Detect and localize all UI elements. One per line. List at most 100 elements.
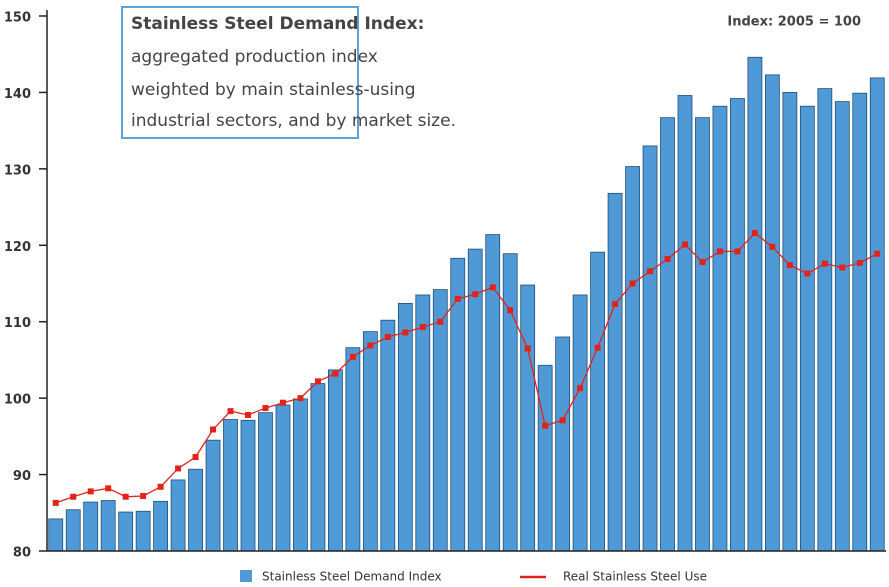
bar (223, 419, 238, 552)
line-marker (874, 250, 881, 257)
line-marker (419, 324, 426, 331)
line-marker (210, 426, 217, 433)
bar (869, 77, 885, 552)
bar (642, 145, 658, 552)
line-marker (594, 344, 601, 351)
y-tick-label: 90 (13, 469, 31, 484)
line-marker (542, 422, 549, 429)
annotation-line: industrial sectors, and by market size. (131, 111, 456, 131)
bar (415, 294, 431, 552)
bar (502, 253, 518, 552)
line-marker (804, 270, 811, 277)
line-marker (349, 353, 356, 360)
line-marker (507, 307, 514, 314)
line-marker (402, 329, 409, 336)
bar (852, 92, 868, 552)
bar (100, 500, 116, 552)
line-marker (105, 485, 112, 492)
line-marker (192, 453, 199, 460)
bar (328, 369, 343, 552)
line-marker (699, 259, 706, 266)
y-tick-label: 120 (4, 240, 31, 255)
line-marker (664, 256, 671, 263)
bar (450, 257, 466, 552)
line-marker (734, 248, 741, 255)
bar (747, 56, 763, 552)
line-marker (629, 280, 636, 287)
line-marker (821, 260, 828, 267)
bar (310, 383, 326, 552)
line-marker (87, 488, 94, 495)
bar (590, 251, 605, 552)
line-marker (122, 493, 129, 500)
line-marker (157, 483, 164, 490)
bar (380, 319, 396, 552)
y-tick-label: 80 (13, 546, 31, 561)
line-marker (384, 334, 391, 340)
y-tick-label: 110 (4, 316, 31, 331)
line-marker (332, 370, 339, 377)
bar (153, 500, 169, 552)
annotation-line: weighted by main stainless-using (131, 80, 416, 100)
bar (397, 302, 413, 552)
bar (48, 518, 64, 552)
line-marker (52, 499, 59, 506)
bar (432, 289, 448, 552)
bar (764, 74, 780, 552)
bar (782, 92, 798, 552)
bar (65, 509, 81, 552)
bar (170, 479, 186, 552)
line-marker (647, 268, 654, 275)
line-marker (367, 342, 374, 349)
legend-swatch (240, 570, 252, 582)
line-marker (70, 493, 77, 500)
bar (345, 347, 361, 552)
bar (572, 294, 588, 552)
bar (730, 98, 745, 552)
line-marker (175, 465, 182, 472)
line-marker (262, 405, 269, 412)
annotation-line: aggregated production index (131, 47, 378, 67)
y-tick-label: 130 (4, 163, 31, 178)
bar (275, 404, 291, 552)
line-marker (786, 262, 793, 269)
bar (555, 336, 571, 552)
bar (188, 468, 203, 552)
bar (520, 284, 536, 552)
annotation-title: Stainless Steel Demand Index: (131, 14, 424, 34)
bar (625, 166, 640, 552)
bar (712, 105, 728, 552)
line-marker (681, 241, 688, 248)
bar (537, 364, 553, 552)
bar (118, 511, 134, 552)
bar (677, 95, 693, 552)
index-note: Index: 2005 = 100 (727, 15, 861, 30)
line-marker (472, 291, 479, 298)
line-marker (227, 408, 234, 415)
annotation-box (121, 6, 359, 139)
bar (660, 117, 675, 552)
line-marker (437, 318, 444, 325)
bar (799, 105, 815, 552)
y-tick-label: 100 (4, 393, 31, 408)
line-marker (140, 492, 147, 499)
legend-label: Real Stainless Steel Use (563, 570, 707, 584)
line-marker (577, 385, 584, 392)
line-marker (297, 395, 304, 402)
line-marker (314, 378, 321, 385)
line-marker (751, 230, 758, 237)
line-marker (612, 301, 619, 308)
bar (695, 117, 710, 552)
line-marker (454, 295, 461, 302)
bar (817, 88, 833, 552)
bar (485, 234, 501, 552)
bar (205, 439, 221, 552)
bar (834, 101, 850, 552)
line-marker (245, 411, 252, 418)
line-marker (489, 284, 496, 291)
line-marker (839, 264, 846, 271)
bar (607, 192, 623, 552)
bar (240, 419, 256, 552)
